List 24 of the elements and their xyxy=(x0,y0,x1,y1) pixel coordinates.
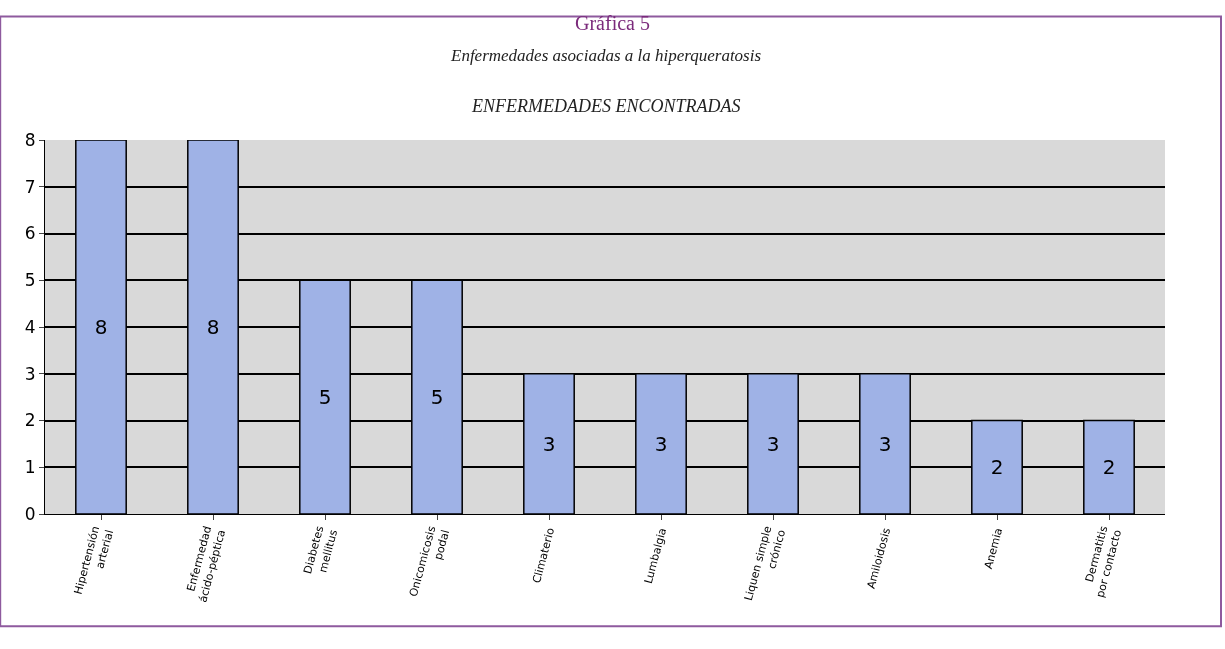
y-tick-label: 5 xyxy=(24,270,36,291)
x-tick-label: Liquen simple crónico xyxy=(741,524,789,603)
y-tick-label: 4 xyxy=(24,316,36,337)
y-tick-label: 1 xyxy=(24,457,36,478)
x-tick-label: Anemia xyxy=(981,526,1006,571)
text: ENFERMEDADES ENCONTRADAS xyxy=(471,96,741,116)
y-tick-label: 7 xyxy=(24,176,36,197)
y-tick-label: 8 xyxy=(24,129,36,150)
y-tick-label: 2 xyxy=(24,410,36,431)
chart-subtitle: Enfermedades asociadas a la hiperqueratosis xyxy=(450,46,762,65)
data-label: 3 xyxy=(766,431,780,456)
data-label: 2 xyxy=(1102,455,1116,480)
data-label: 2 xyxy=(990,455,1004,480)
y-tick-label: 6 xyxy=(24,223,36,244)
data-label: 8 xyxy=(94,315,108,339)
chart-title: Gráfica 5 xyxy=(575,11,650,34)
data-label: 3 xyxy=(878,431,892,456)
data-label: 3 xyxy=(542,431,556,456)
y-tick-label: 3 xyxy=(24,363,36,384)
data-label: 3 xyxy=(654,431,668,456)
data-label: 5 xyxy=(318,385,332,410)
data-label: 8 xyxy=(206,315,220,339)
data-label: 5 xyxy=(430,385,444,410)
y-tick-label: 0 xyxy=(24,503,36,524)
